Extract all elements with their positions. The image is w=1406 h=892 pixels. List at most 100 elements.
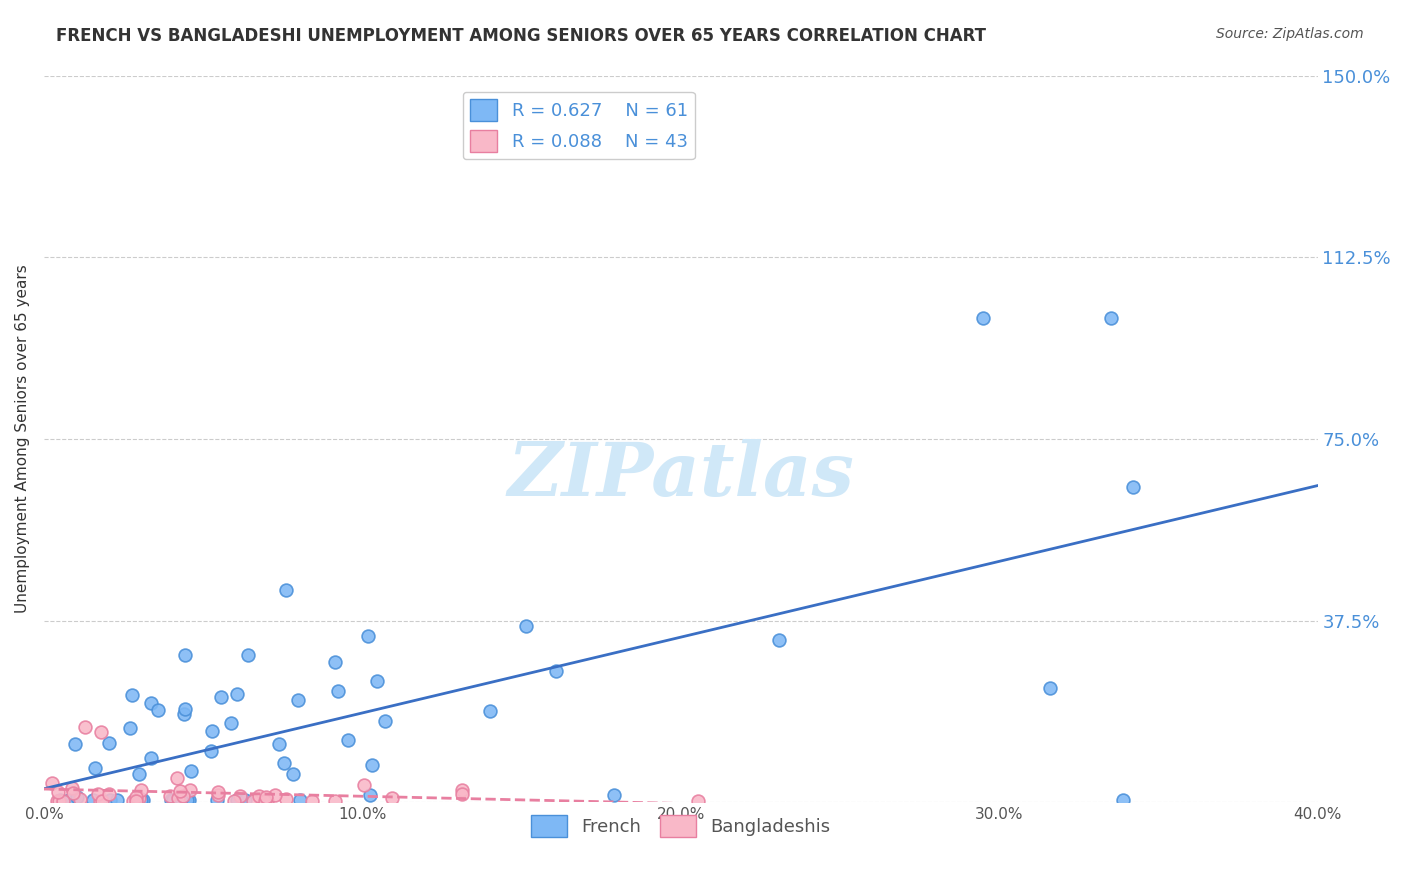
Text: FRENCH VS BANGLADESHI UNEMPLOYMENT AMONG SENIORS OVER 65 YEARS CORRELATION CHART: FRENCH VS BANGLADESHI UNEMPLOYMENT AMONG… <box>56 27 986 45</box>
Point <box>89 794 111 808</box>
Point <box>166 771 188 785</box>
Point <box>176 793 198 807</box>
Point <box>1039 681 1062 695</box>
Point <box>515 619 537 633</box>
Point <box>139 750 162 764</box>
Point <box>98 793 121 807</box>
Point <box>686 794 709 808</box>
Point <box>105 793 128 807</box>
Point <box>129 783 152 797</box>
Point <box>361 758 384 772</box>
Point <box>301 794 323 808</box>
Point <box>273 756 295 770</box>
Point <box>46 784 69 798</box>
Point <box>62 786 84 800</box>
Point <box>128 767 150 781</box>
Point <box>52 794 75 808</box>
Point <box>90 725 112 739</box>
Point <box>242 794 264 808</box>
Point <box>281 767 304 781</box>
Point <box>323 656 346 670</box>
Point <box>207 785 229 799</box>
Point <box>148 703 170 717</box>
Point <box>359 788 381 802</box>
Point <box>129 793 152 807</box>
Point <box>226 793 249 807</box>
Point <box>66 790 89 805</box>
Point <box>1099 310 1122 325</box>
Point <box>290 793 312 807</box>
Point <box>170 792 193 806</box>
Point <box>201 724 224 739</box>
Point <box>69 791 91 805</box>
Point <box>478 705 501 719</box>
Point <box>229 789 252 803</box>
Point <box>121 689 143 703</box>
Point <box>287 693 309 707</box>
Point <box>122 794 145 808</box>
Legend: French, Bangladeshis: French, Bangladeshis <box>524 807 838 844</box>
Text: Source: ZipAtlas.com: Source: ZipAtlas.com <box>1216 27 1364 41</box>
Point <box>84 761 107 775</box>
Point <box>269 738 291 752</box>
Point <box>256 794 278 808</box>
Point <box>98 787 121 801</box>
Point <box>180 764 202 778</box>
Point <box>200 744 222 758</box>
Point <box>274 583 297 598</box>
Point <box>58 793 80 807</box>
Point <box>173 706 195 721</box>
Point <box>356 629 378 643</box>
Point <box>128 791 150 805</box>
Point <box>222 794 245 808</box>
Point <box>323 794 346 808</box>
Point <box>125 794 148 808</box>
Point <box>366 673 388 688</box>
Point <box>174 701 197 715</box>
Point <box>48 793 70 807</box>
Point <box>82 793 104 807</box>
Point <box>1122 480 1144 494</box>
Point <box>98 736 121 750</box>
Point <box>236 648 259 662</box>
Y-axis label: Unemployment Among Seniors over 65 years: Unemployment Among Seniors over 65 years <box>15 265 30 614</box>
Point <box>159 793 181 807</box>
Point <box>336 733 359 747</box>
Point <box>1112 793 1135 807</box>
Point <box>207 793 229 807</box>
Point <box>450 783 472 797</box>
Point <box>48 794 70 808</box>
Point <box>169 793 191 807</box>
Point <box>179 782 201 797</box>
Point <box>172 789 194 803</box>
Point <box>75 720 97 734</box>
Point <box>125 789 148 804</box>
Point <box>226 687 249 701</box>
Point <box>169 784 191 798</box>
Point <box>326 684 349 698</box>
Point <box>125 793 148 807</box>
Point <box>374 714 396 728</box>
Point <box>219 715 242 730</box>
Point <box>132 793 155 807</box>
Point <box>177 793 200 807</box>
Point <box>450 788 472 802</box>
Point <box>174 648 197 663</box>
Point <box>167 790 190 805</box>
Point <box>162 793 184 807</box>
Point <box>233 793 256 807</box>
Point <box>91 794 114 808</box>
Point <box>603 788 626 802</box>
Point <box>118 721 141 735</box>
Point <box>263 788 285 802</box>
Point <box>86 787 108 801</box>
Text: ZIPatlas: ZIPatlas <box>508 439 853 511</box>
Point <box>768 633 790 648</box>
Point <box>249 789 271 804</box>
Point <box>546 664 568 678</box>
Point <box>254 789 277 804</box>
Point <box>209 690 232 705</box>
Point <box>207 788 229 802</box>
Point <box>139 696 162 710</box>
Point <box>353 778 375 792</box>
